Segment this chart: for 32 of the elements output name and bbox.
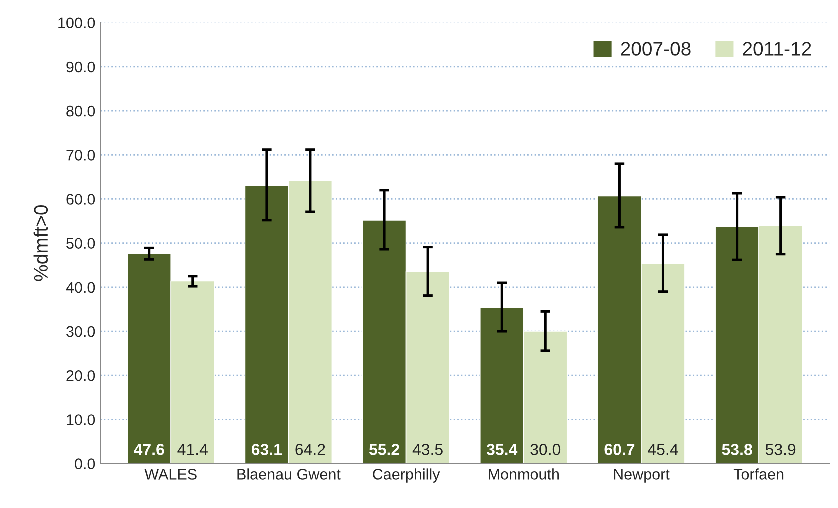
y-tick-label: 50.0 xyxy=(66,238,96,250)
y-tick-label: 60.0 xyxy=(66,194,96,205)
x-tick-label: Monmouth xyxy=(489,468,559,480)
data-label: 55.2 xyxy=(369,444,400,456)
y-tick-label: 40.0 xyxy=(66,282,96,294)
y-tick-label: 100.0 xyxy=(58,18,96,29)
data-label: 35.4 xyxy=(486,444,518,456)
x-tick-label: WALES xyxy=(144,469,197,480)
y-tick-label: 80.0 xyxy=(66,106,96,117)
data-label: 43.5 xyxy=(412,444,443,456)
data-label: 30.0 xyxy=(530,444,561,456)
y-tick-label: 0.0 xyxy=(75,458,96,470)
y-tick-label: 10.0 xyxy=(67,414,96,426)
legend-label: 2011-12 xyxy=(743,42,812,56)
y-tick-label: 30.0 xyxy=(66,326,96,338)
data-label: 64.2 xyxy=(296,444,326,456)
x-tick-label: Blaenau Gwent xyxy=(238,468,341,480)
data-label: 60.7 xyxy=(604,444,635,456)
y-tick-label: 70.0 xyxy=(66,150,96,161)
data-label: 47.6 xyxy=(134,444,164,456)
legend-label: 2007-08 xyxy=(621,42,691,56)
data-label: 45.4 xyxy=(648,444,678,456)
data-label: 41.4 xyxy=(178,444,208,456)
x-tick-label: Newport xyxy=(614,469,670,483)
x-tick-label: Caerphilly xyxy=(373,468,440,483)
y-axis-title: %dmft>0 xyxy=(34,205,48,282)
y-tick-label: 90.0 xyxy=(66,62,96,73)
data-label: 53.8 xyxy=(722,444,752,456)
data-label: 53.9 xyxy=(766,444,796,456)
y-tick-label: 20.0 xyxy=(66,370,96,382)
data-label: 63.1 xyxy=(252,444,282,456)
x-tick-label: Torfaen xyxy=(734,468,784,480)
